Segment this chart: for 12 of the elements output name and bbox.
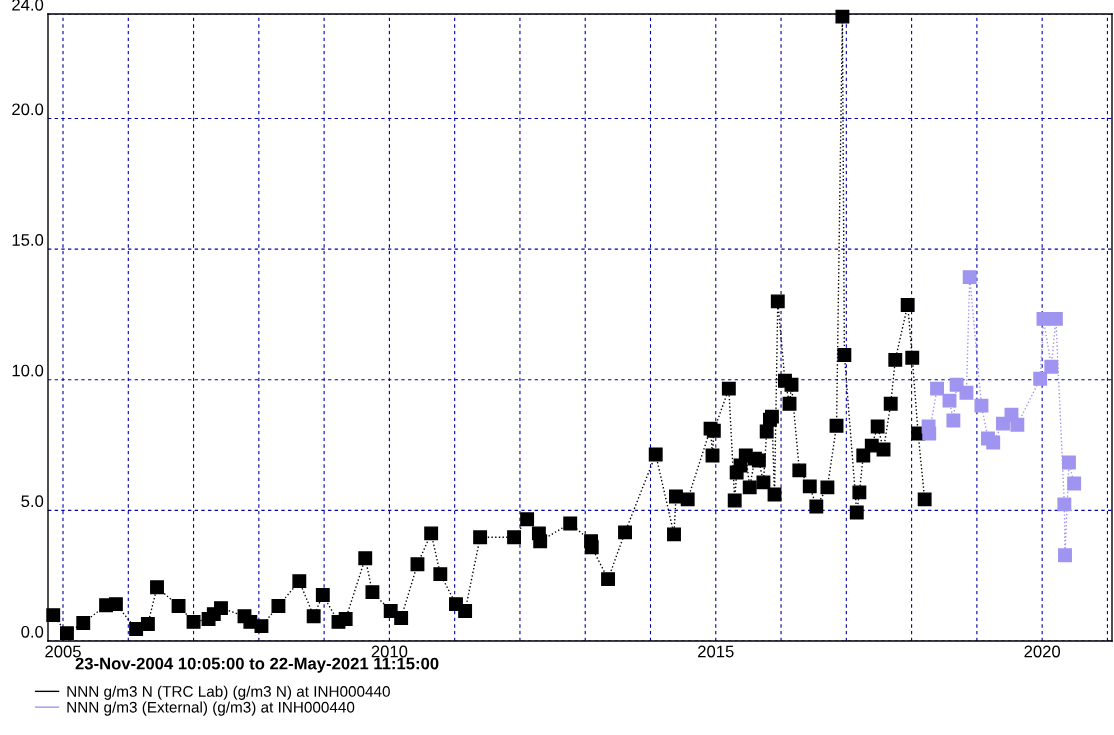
y-tick-label: 15.0: [12, 234, 44, 246]
y-tick-label: 20.0: [12, 103, 44, 116]
legend-label: NNN g/m3 N (TRC Lab) (g/m3 N) at INH000440: [67, 685, 390, 700]
x-tick-label: 2015: [698, 645, 734, 658]
y-tick-label: 0.0: [21, 625, 44, 638]
x-tick-label: 2010: [371, 645, 408, 658]
x-tick-label: 2020: [1024, 645, 1061, 658]
x-tick-label: 2005: [45, 645, 81, 658]
y-tick-label: 5.0: [21, 495, 44, 508]
legend-label: NNN g/m3 (External) (g/m3) at INH000440: [67, 701, 355, 716]
y-tick-label: 10.0: [12, 364, 44, 377]
text: 23-Nov-2004 10:05:00 to 22-May-2021 11:15:00: [75, 657, 439, 673]
